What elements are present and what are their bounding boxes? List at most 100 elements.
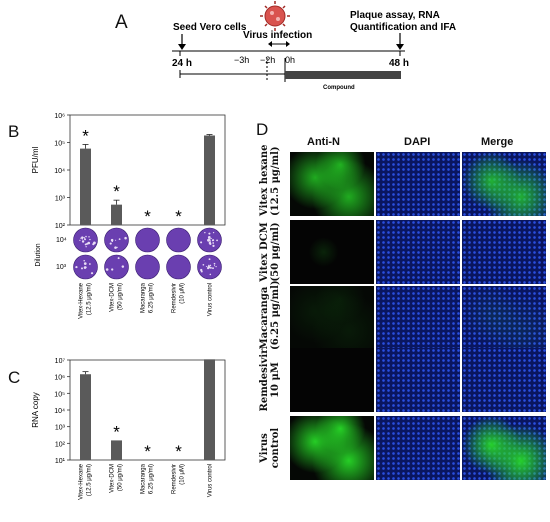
- timeline-t48: 48 h: [389, 58, 409, 69]
- pfu-ytick-label: 10⁶: [54, 113, 65, 120]
- plaque-spot: [118, 238, 121, 240]
- micrograph-merge: [462, 220, 546, 284]
- micrograph-merge: [462, 416, 546, 480]
- micrograph-anti-n: [290, 416, 374, 480]
- dilution-row-2: 10³: [56, 264, 67, 271]
- plaque-spot: [200, 270, 203, 273]
- rna-ytick-label: 10⁶: [54, 375, 65, 382]
- timeline-t-3: −3h: [234, 55, 249, 65]
- row-label-line: 10 μM: [270, 362, 281, 398]
- timeline-seed-label: Seed Vero cells: [173, 22, 247, 33]
- rna-chart: 10¹ 10² 10³ 10⁴ 10⁵ 10⁶ 10⁷ * * * RNA copy Vitex-…: [31, 358, 226, 500]
- plaque-spot: [208, 258, 211, 261]
- pfu-ylabel: PFU/ml: [31, 146, 40, 173]
- plaque-spot: [79, 239, 81, 241]
- plaque-spot: [211, 237, 213, 239]
- rna-category-label: Remdesivir (10 μM): [172, 464, 186, 494]
- rna-category-label: Virus control: [208, 464, 214, 497]
- dilution-row-1: 10⁴: [56, 237, 67, 244]
- timeline-diagram: Seed Vero cells Virus infection Plaque a…: [172, 1, 456, 91]
- plaque-spot: [208, 238, 210, 241]
- pfu-ytick-label: 10⁵: [54, 141, 65, 148]
- plaque-plate: [166, 227, 191, 253]
- col-header-anti-n: Anti-N: [307, 136, 340, 148]
- micrograph-dapi: [376, 416, 460, 480]
- pfu-bar: [204, 135, 215, 225]
- panel-label-d: D: [256, 120, 269, 139]
- plaque-spot: [89, 238, 91, 241]
- row-label-line: Vitex DCM: [259, 222, 270, 282]
- panel-label-b: B: [8, 122, 20, 141]
- plaque-spot: [210, 240, 212, 242]
- plaque-spot: [109, 242, 112, 245]
- row-label-line: (12.5 μg/ml): [270, 146, 281, 216]
- plaque-spot: [213, 265, 216, 267]
- plaque-spot: [209, 273, 212, 276]
- rna-category-label: Macaranga 6.25 μg/ml): [141, 463, 155, 494]
- row-label: Virus control: [259, 416, 281, 480]
- rna-bar: [204, 359, 215, 460]
- compound-bar: [285, 71, 401, 79]
- plaque-spot: [212, 242, 215, 244]
- timeline-t-2: −2h: [260, 55, 275, 65]
- plaque-spot: [215, 265, 217, 268]
- col-header-dapi: DAPI: [404, 136, 431, 148]
- plaque-spot: [209, 264, 212, 267]
- plaque-spot: [111, 240, 114, 243]
- row-label-line: (50 μg/ml): [270, 222, 281, 282]
- micrograph-dapi: [376, 348, 460, 412]
- plaque-spot: [117, 257, 120, 260]
- plaque-spot: [90, 272, 94, 275]
- plaque-spot: [115, 239, 117, 241]
- pfu-significance-mark: *: [175, 207, 182, 226]
- plaque-spot: [86, 242, 89, 245]
- timeline-t24: 24 h: [172, 58, 192, 69]
- micrograph-anti-n: [290, 152, 374, 216]
- rna-significance-mark: *: [144, 442, 151, 461]
- plaque-spot: [81, 240, 85, 243]
- micrograph-merge: [462, 152, 546, 216]
- plaque-spot: [81, 267, 83, 270]
- plaque-spot: [85, 235, 87, 238]
- rna-bar: [111, 440, 122, 460]
- plaque-spot: [212, 267, 214, 270]
- micrograph-anti-n: [290, 286, 374, 350]
- plaque-spot: [212, 239, 215, 242]
- panel-label-a: A: [115, 12, 128, 33]
- pfu-bar: [80, 148, 91, 225]
- dilution-label: Dilution: [35, 243, 42, 266]
- timeline-infection-label: Virus infection: [243, 30, 312, 41]
- plaque-spot: [212, 244, 215, 247]
- rna-bar: [80, 374, 91, 460]
- plaque-spot: [124, 236, 127, 240]
- pfu-category-labels: Vitex-Hexane (12.5 μg/ml) Vitex-DCM (50 μg/…: [79, 282, 214, 319]
- pfu-bar: [111, 204, 122, 225]
- plaque-spot: [93, 241, 96, 245]
- micrograph-dapi: [376, 286, 460, 350]
- micrograph-dapi: [376, 220, 460, 284]
- pfu-ytick-label: 10³: [55, 196, 66, 203]
- plaque-spot: [216, 239, 218, 242]
- timeline-assay-label-2: Quantification and IFA: [350, 22, 456, 33]
- plaque-spot: [121, 265, 125, 268]
- plaque-spot: [200, 241, 203, 244]
- row-label: Macaranga (6.25 μg/ml): [259, 280, 281, 350]
- pfu-category-label: Macaranga 6.25 μg/ml): [141, 282, 155, 313]
- rna-category-label: Vitex-Hexane (12.5 μg/ml): [79, 463, 93, 500]
- plaque-spot: [83, 262, 87, 265]
- micrograph-anti-n: [290, 220, 374, 284]
- plaque-spot: [204, 231, 206, 234]
- plaque-plate: [166, 254, 191, 280]
- plaque-spot: [83, 260, 85, 262]
- rna-ylabel: RNA copy: [31, 392, 40, 428]
- pfu-significance-mark: *: [82, 126, 89, 145]
- micrograph-anti-n: [290, 348, 374, 412]
- plaque-spot: [209, 266, 212, 269]
- plaque-spot: [208, 241, 212, 245]
- plaque-spot: [114, 246, 117, 249]
- row-label-line: Remdesivir: [259, 348, 270, 412]
- rna-ytick-label: 10⁴: [54, 408, 65, 415]
- row-label-line: control: [270, 427, 281, 469]
- plaque-spot: [208, 232, 211, 235]
